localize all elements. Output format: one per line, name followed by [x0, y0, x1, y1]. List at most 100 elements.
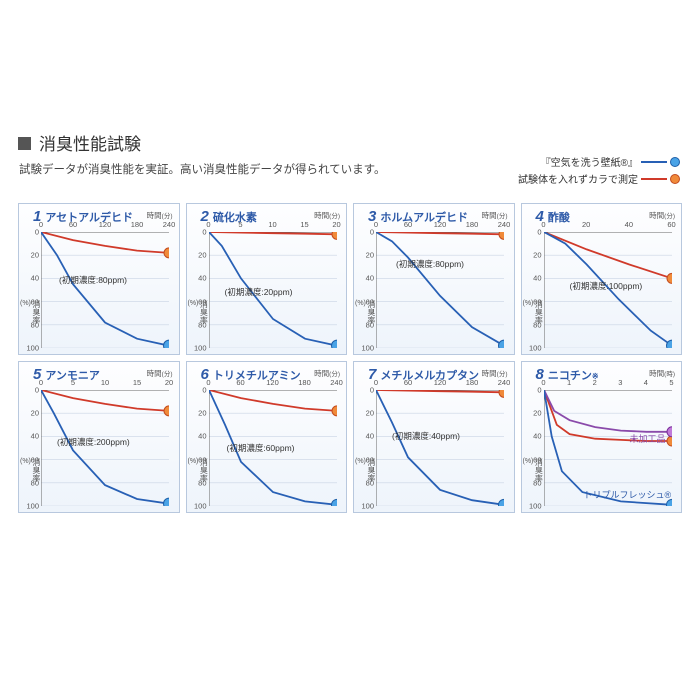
- xtick: 5: [238, 220, 242, 229]
- ytick: 0: [360, 228, 374, 237]
- xtick: 1: [567, 378, 571, 387]
- panel-title: 硫化水素: [213, 209, 257, 225]
- xtick: 180: [466, 378, 479, 387]
- ytick: 60: [528, 455, 542, 464]
- chart-area: 060120180240 020406080100 (初期濃度:80ppm): [41, 232, 169, 348]
- ytick: 40: [25, 274, 39, 283]
- xtick: 240: [163, 220, 176, 229]
- ytick: 20: [25, 251, 39, 260]
- ytick: 0: [25, 386, 39, 395]
- panel-title: 酢酸: [548, 209, 570, 225]
- chart-area: 060120180240 020406080100 (初期濃度:80ppm): [376, 232, 504, 348]
- initial-concentration-label: (初期濃度:40ppm): [392, 430, 460, 442]
- legend-dot-1: [670, 157, 680, 167]
- ytick: 60: [25, 455, 39, 464]
- ytick: 60: [360, 297, 374, 306]
- initial-concentration-label: (初期濃度:20ppm): [225, 286, 293, 298]
- initial-concentration-label: (初期濃度:200ppm): [57, 436, 130, 448]
- xtick: 10: [268, 220, 276, 229]
- xtick: 3: [618, 378, 622, 387]
- chart-area: 0204060 020406080100 (初期濃度:100ppm): [544, 232, 672, 348]
- ytick: 80: [360, 478, 374, 487]
- title-marker: [18, 137, 31, 150]
- xtick: 40: [625, 220, 633, 229]
- ytick: 60: [528, 297, 542, 306]
- xtick: 20: [582, 220, 590, 229]
- ytick: 100: [193, 502, 207, 511]
- xtick: 180: [466, 220, 479, 229]
- ytick: 100: [25, 344, 39, 353]
- xtick: 120: [99, 220, 112, 229]
- chart-panel-8: 8 ニコチン※ 時間(時) 消臭率(%) 012345 020406080100…: [521, 361, 683, 513]
- ytick: 20: [193, 409, 207, 418]
- chart-panel-4: 4 酢酸 時間(分) 消臭率(%) 0204060 020406080100 (…: [521, 203, 683, 355]
- ytick: 100: [25, 502, 39, 511]
- xtick: 240: [330, 378, 343, 387]
- chart-svg: [376, 390, 504, 506]
- panel-title: ニコチン※: [548, 367, 599, 383]
- ytick: 40: [193, 432, 207, 441]
- chart-panel-6: 6 トリメチルアミン 時間(分) 消臭率(%) 060120180240 020…: [186, 361, 348, 513]
- initial-concentration-label: (初期濃度:80ppm): [396, 258, 464, 270]
- xtick: 5: [669, 378, 673, 387]
- chart-panel-1: 1 アセトアルデヒド 時間(分) 消臭率(%) 060120180240 020…: [18, 203, 180, 355]
- chart-panel-2: 2 硫化水素 時間(分) 消臭率(%) 05101520 02040608010…: [186, 203, 348, 355]
- initial-concentration-label: (初期濃度:100ppm): [570, 280, 643, 292]
- ytick: 40: [193, 274, 207, 283]
- ytick: 40: [528, 274, 542, 283]
- panel-title: ホルムアルデヒド: [380, 209, 468, 225]
- legend-label-1: 『空気を洗う壁紙®』: [541, 154, 638, 169]
- chart-grid: 1 アセトアルデヒド 時間(分) 消臭率(%) 060120180240 020…: [18, 203, 682, 513]
- chart-area: 05101520 020406080100 (初期濃度:20ppm): [209, 232, 337, 348]
- xtick: 60: [404, 220, 412, 229]
- xtick: 240: [498, 378, 511, 387]
- xtick: 20: [332, 220, 340, 229]
- ytick: 20: [360, 251, 374, 260]
- ytick: 20: [528, 409, 542, 418]
- legend-label-2: 試験体を入れずカラで測定: [518, 171, 638, 186]
- ytick: 0: [528, 228, 542, 237]
- legend-dot-2: [670, 174, 680, 184]
- ytick: 60: [360, 455, 374, 464]
- panel-title: アセトアルデヒド: [45, 209, 133, 225]
- xtick: 0: [541, 220, 545, 229]
- ytick: 80: [528, 320, 542, 329]
- ytick: 100: [193, 344, 207, 353]
- ytick: 20: [193, 251, 207, 260]
- xtick: 2: [593, 378, 597, 387]
- xtick: 60: [404, 378, 412, 387]
- ytick: 100: [528, 502, 542, 511]
- ytick: 0: [360, 386, 374, 395]
- ytick: 80: [193, 478, 207, 487]
- initial-concentration-label: (初期濃度:80ppm): [59, 274, 127, 286]
- ytick: 20: [360, 409, 374, 418]
- xtick: 60: [667, 220, 675, 229]
- panel-title: メチルメルカプタン: [380, 367, 479, 383]
- ytick: 80: [193, 320, 207, 329]
- ytick: 80: [360, 320, 374, 329]
- chart-svg: [376, 232, 504, 348]
- ytick: 100: [528, 344, 542, 353]
- chart-area: 012345 020406080100 未加工品トリプルフレッシュ®: [544, 390, 672, 506]
- ytick: 20: [528, 251, 542, 260]
- series-label: トリプルフレッシュ®: [584, 488, 672, 501]
- legend: 『空気を洗う壁紙®』 試験体を入れずカラで測定: [518, 154, 680, 188]
- xtick: 4: [644, 378, 648, 387]
- legend-item-1: 『空気を洗う壁紙®』: [518, 154, 680, 169]
- xtick: 0: [39, 378, 43, 387]
- ytick: 80: [25, 478, 39, 487]
- section-header: 消臭性能試験: [18, 130, 682, 155]
- xtick: 240: [498, 220, 511, 229]
- xtick: 0: [374, 220, 378, 229]
- ytick: 40: [25, 432, 39, 441]
- ytick: 60: [193, 297, 207, 306]
- xtick: 60: [236, 378, 244, 387]
- xtick: 180: [131, 220, 144, 229]
- ytick: 0: [528, 386, 542, 395]
- ytick: 40: [528, 432, 542, 441]
- ytick: 60: [25, 297, 39, 306]
- initial-concentration-label: (初期濃度:60ppm): [227, 442, 295, 454]
- xtick: 0: [206, 220, 210, 229]
- xtick: 0: [374, 378, 378, 387]
- xtick: 120: [266, 378, 279, 387]
